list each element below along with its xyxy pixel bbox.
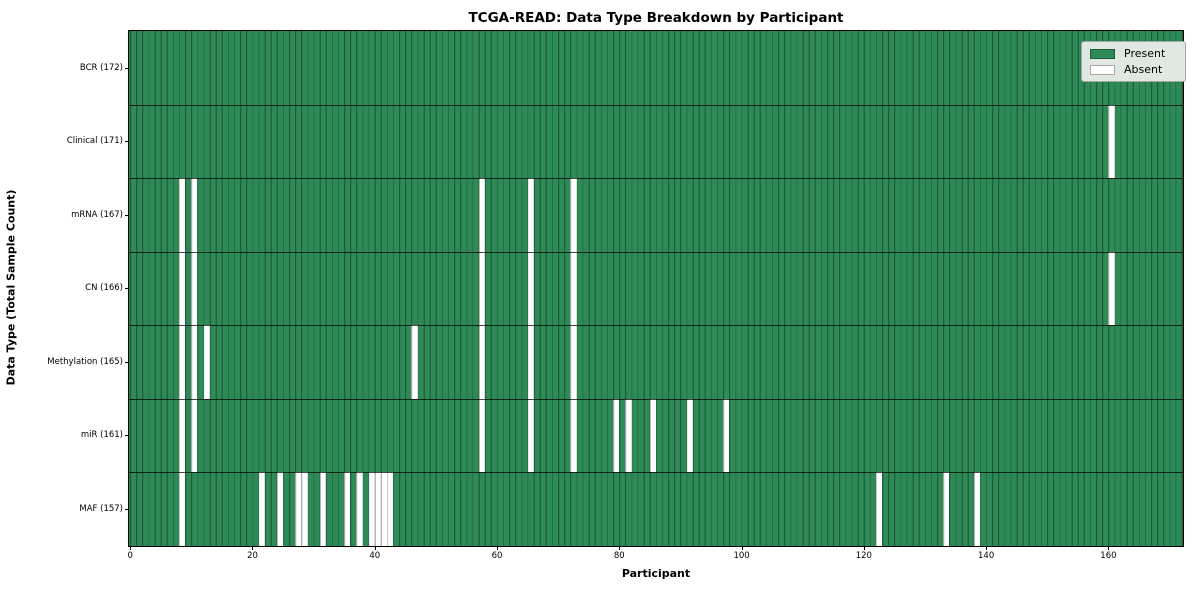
cell-gridlines [129,31,1183,546]
ytick-label-CN: CN (166) [85,283,123,294]
xtick-mark [986,545,988,550]
ytick-label-miR: miR (161) [80,430,123,441]
absent-cell-MAF-41 [380,472,387,546]
absent-cell-MAF-21 [258,472,265,546]
ytick-label-MAF: MAF (157) [79,503,123,514]
xtick-label-120: 120 [855,551,872,561]
legend-absent-label: Absent [1124,63,1163,76]
ytick-mark [125,141,129,143]
row-divider [129,251,1183,253]
xtick-label-100: 100 [733,551,750,561]
chart-title: TCGA-READ: Data Type Breakdown by Partic… [468,10,844,26]
absent-cell-Methylation-72 [570,325,577,399]
absent-cell-Methylation-65 [527,325,534,399]
absent-cell-CN-8 [179,251,186,325]
absent-cell-miR-65 [527,398,534,472]
absent-cell-MAF-133 [943,472,950,546]
absent-cell-miR-57 [478,398,485,472]
absent-cell-MAF-39 [368,472,375,546]
ytick-label-Clinical: Clinical (171) [66,136,123,147]
xtick-mark [863,545,865,550]
plot-area [128,30,1184,547]
xtick-mark [374,545,376,550]
absent-cell-Methylation-12 [203,325,210,399]
absent-cell-CN-65 [527,251,534,325]
absent-cell-Methylation-57 [478,325,485,399]
absent-cell-MAF-28 [301,472,308,546]
row-divider [129,472,1183,473]
row-divider [129,178,1183,179]
ytick-mark [125,361,129,363]
legend: Present Absent [1081,41,1186,82]
xtick-mark [130,545,132,550]
absent-swatch [1090,64,1115,75]
absent-cell-miR-10 [191,398,198,472]
absent-cell-CN-10 [191,251,198,325]
ytick-label-mRNA: mRNA (167) [71,209,123,220]
absent-cell-MAF-24 [276,472,284,546]
xtick-label-60: 60 [491,551,503,561]
xtick-label-80: 80 [613,551,625,561]
absent-cell-miR-81 [625,398,632,472]
absent-cell-miR-8 [179,398,186,472]
xtick-label-140: 140 [978,551,995,561]
xtick-mark [619,545,621,550]
row-divider [129,398,1183,400]
absent-cell-CN-72 [570,251,577,325]
legend-present-label: Present [1124,47,1166,60]
absent-cell-Methylation-8 [179,325,186,399]
absent-cell-miR-97 [723,398,730,472]
absent-cell-miR-79 [613,398,620,472]
absent-cell-MAF-42 [386,472,394,546]
ytick-mark [125,288,129,290]
absent-cell-MAF-8 [179,472,186,546]
xtick-mark [252,545,254,550]
xtick-mark [497,545,499,550]
x-axis-title: Participant [621,567,691,580]
absent-cell-miR-91 [686,398,693,472]
absent-cell-MAF-37 [356,472,363,546]
absent-cell-Clinical-160 [1108,104,1115,178]
absent-cell-Methylation-46 [411,325,418,399]
ytick-mark [125,435,129,437]
plot-border [128,30,1184,547]
absent-cell-MAF-35 [344,472,351,546]
present-swatch [1090,48,1115,59]
absent-cell-MAF-27 [295,472,302,546]
ytick-label-Methylation: Methylation (165) [47,356,123,367]
xtick-label-40: 40 [369,551,381,561]
xtick-mark [741,545,743,550]
ytick-mark [125,214,129,216]
ytick-label-BCR: BCR (172) [79,62,123,73]
ytick-mark [125,508,129,510]
absent-cell-MAF-138 [973,472,981,546]
absent-cell-miR-72 [570,398,577,472]
row-divider [129,104,1183,106]
xtick-mark [1108,545,1110,550]
absent-cell-mRNA-65 [527,178,534,252]
absent-cell-mRNA-72 [570,178,577,252]
absent-cell-CN-57 [478,251,485,325]
legend-entry-absent: Absent [1090,64,1177,75]
absent-cell-MAF-40 [374,472,381,546]
absent-cell-miR-85 [649,398,656,472]
absent-cell-MAF-31 [319,472,326,546]
legend-entry-present: Present [1090,48,1177,59]
xtick-label-20: 20 [247,551,258,561]
absent-cell-Methylation-10 [191,325,198,399]
absent-cell-CN-160 [1108,251,1115,325]
absent-cell-MAF-122 [876,472,883,546]
xtick-label-0: 0 [127,551,133,561]
ytick-mark [125,67,129,69]
absent-cell-mRNA-8 [179,178,186,252]
xtick-label-160: 160 [1100,551,1117,561]
row-divider [129,325,1183,326]
absent-cell-mRNA-10 [191,178,198,252]
absent-cell-mRNA-57 [478,178,485,252]
